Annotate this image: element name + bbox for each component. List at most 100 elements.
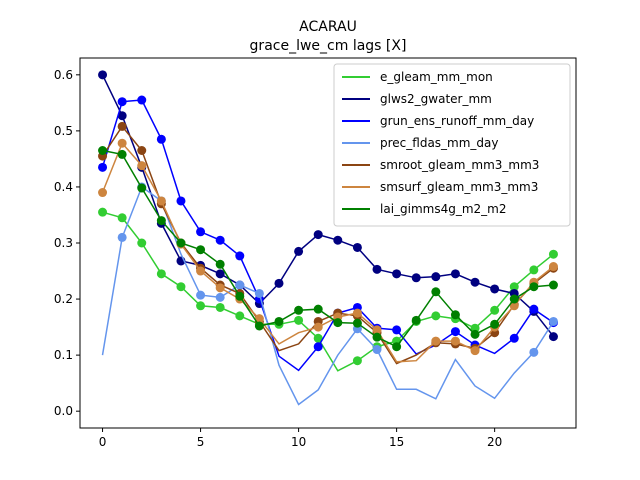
series-e_gleam_mm_mon (98, 207, 558, 372)
series-line (101, 141, 554, 363)
data-point (372, 332, 382, 342)
data-point (548, 316, 558, 326)
data-point (450, 327, 460, 337)
data-point (352, 356, 362, 366)
legend-label: smsurf_gleam_mm3_mm3 (380, 180, 538, 194)
data-point (411, 315, 421, 325)
series-smsurf_gleam_mm3_mm3 (98, 138, 558, 363)
x-tick-label: 0 (99, 435, 107, 449)
data-point (117, 121, 127, 131)
x-tick-label: 5 (197, 435, 205, 449)
data-point (548, 249, 558, 259)
data-point (313, 304, 323, 314)
legend-item: smsurf_gleam_mm3_mm3 (342, 180, 538, 194)
x-tick-label: 10 (291, 435, 306, 449)
data-point (235, 311, 245, 321)
data-point (509, 294, 519, 304)
x-tick-label: 15 (389, 435, 404, 449)
data-point (137, 95, 147, 105)
y-tick-label: 0.3 (54, 236, 73, 250)
data-point (372, 264, 382, 274)
data-point (392, 325, 402, 335)
series-line (102, 211, 554, 372)
data-point (98, 70, 108, 80)
data-point (98, 188, 108, 198)
data-point (117, 97, 127, 107)
data-point (235, 280, 245, 290)
data-point (215, 283, 225, 293)
data-point (176, 196, 186, 206)
x-tick-label: 20 (487, 435, 502, 449)
data-point (117, 138, 127, 148)
data-point (431, 311, 441, 321)
data-point (470, 323, 480, 333)
data-point (431, 287, 441, 297)
data-point (352, 242, 362, 252)
legend-label: smroot_gleam_mm3_mm3 (380, 158, 539, 172)
data-point (137, 146, 147, 155)
y-tick-label: 0.6 (54, 68, 73, 82)
data-point (98, 146, 108, 155)
data-point (509, 301, 519, 311)
y-tick-label: 0.5 (54, 124, 73, 138)
data-point (352, 308, 362, 318)
data-point (392, 269, 402, 279)
data-point (215, 269, 225, 279)
data-point (254, 288, 264, 298)
data-point (509, 333, 519, 343)
y-tick-label: 0.1 (54, 348, 73, 362)
data-point (156, 216, 166, 226)
data-point (313, 230, 323, 240)
y-tick-label: 0.4 (54, 180, 73, 194)
legend-label: lai_gimms4g_m2_m2 (380, 202, 507, 216)
data-point (235, 251, 245, 261)
data-point (490, 305, 500, 315)
data-point (294, 246, 304, 256)
data-point (490, 284, 500, 294)
data-point (176, 238, 186, 248)
data-point (372, 345, 382, 355)
data-point (529, 304, 539, 314)
data-point (137, 238, 147, 248)
data-point (529, 265, 539, 275)
data-point (352, 318, 362, 328)
series-lai_gimms4g_m2_m2 (98, 146, 558, 352)
data-point (470, 329, 480, 339)
data-point (450, 269, 460, 279)
data-point (196, 290, 206, 300)
data-point (450, 310, 460, 320)
legend-label: prec_fldas_mm_day (380, 136, 499, 150)
data-point (294, 315, 304, 325)
data-point (117, 111, 127, 121)
data-point (470, 346, 480, 356)
axes-layer: 0 5 10 15 20 0.0 0.1 0.2 0.3 0.4 0.5 0.6 (54, 68, 502, 449)
legend-item: glws2_gwater_mm (342, 92, 492, 106)
legend-item: prec_fldas_mm_day (342, 136, 499, 150)
data-point (176, 282, 186, 292)
data-point (548, 262, 558, 272)
data-point (137, 183, 147, 193)
data-point (215, 259, 225, 269)
data-point (411, 273, 421, 283)
data-point (313, 333, 323, 343)
data-point (313, 342, 323, 352)
data-point (372, 325, 382, 335)
data-point (196, 227, 206, 237)
legend-item: smroot_gleam_mm3_mm3 (342, 158, 539, 172)
data-point (274, 278, 284, 288)
legend-item: grun_ens_runoff_mm_day (342, 114, 534, 128)
data-point (254, 321, 264, 331)
data-point (235, 291, 245, 301)
data-point (117, 232, 127, 242)
series-glws2_gwater_mm (98, 70, 558, 342)
legend-label: e_gleam_mm_mon (380, 70, 493, 84)
data-point (156, 134, 166, 144)
data-point (548, 332, 558, 342)
data-point (215, 302, 225, 312)
legend-box (333, 63, 571, 227)
legend-item: e_gleam_mm_mon (342, 70, 493, 84)
chart-title: ACARAU (299, 19, 357, 35)
data-point (431, 336, 441, 346)
legend-label: grun_ens_runoff_mm_day (380, 114, 534, 128)
